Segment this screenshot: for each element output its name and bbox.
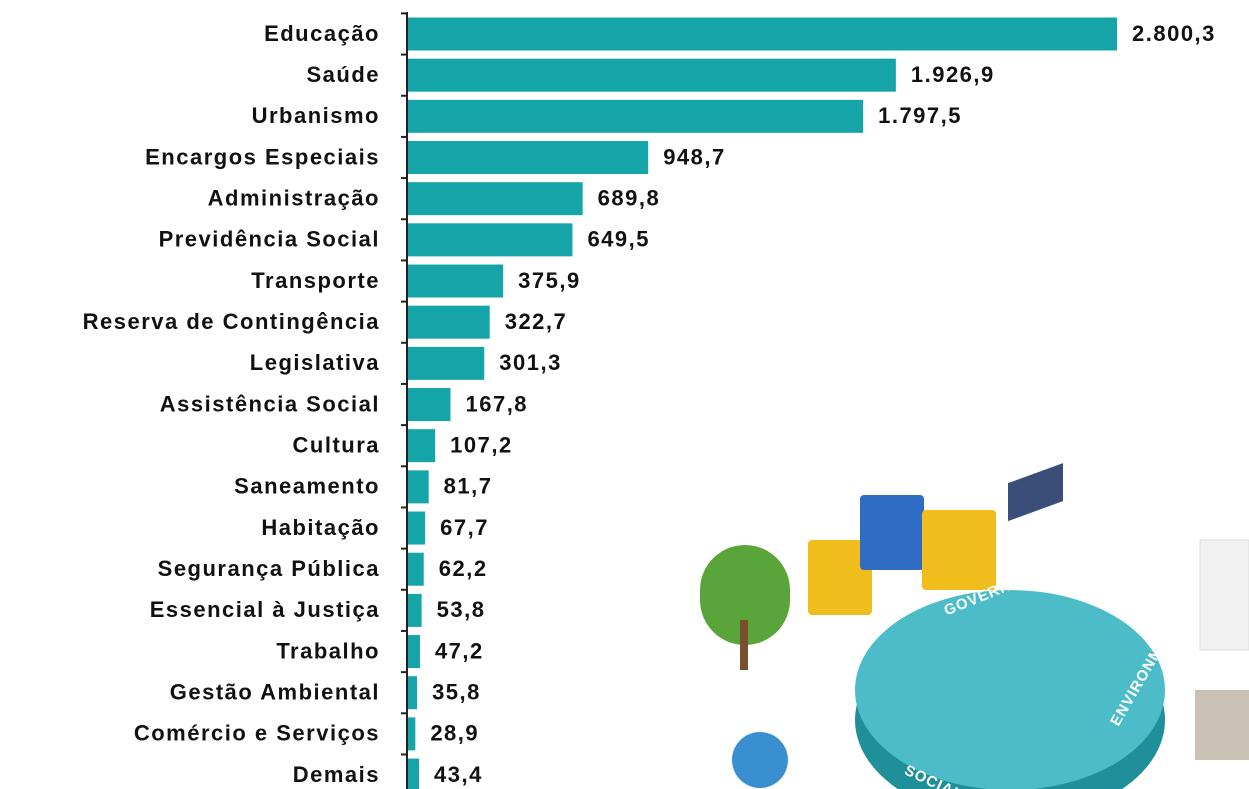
trunk xyxy=(740,620,748,670)
value-label: 35,8 xyxy=(432,680,481,705)
bar xyxy=(408,141,649,175)
bar xyxy=(408,552,424,586)
value-label: 47,2 xyxy=(435,638,484,663)
tree xyxy=(700,545,790,645)
bar xyxy=(408,511,426,545)
house xyxy=(1199,539,1249,651)
category-label: Comércio e Serviços xyxy=(134,721,380,746)
bar xyxy=(408,305,490,339)
category-label: Transporte xyxy=(251,268,380,293)
value-label: 649,5 xyxy=(587,227,650,252)
category-label: Administração xyxy=(208,185,380,210)
bar xyxy=(408,388,451,422)
value-label: 28,9 xyxy=(430,721,479,746)
value-label: 948,7 xyxy=(663,144,726,169)
bar xyxy=(408,470,429,504)
bar xyxy=(408,593,422,627)
category-label: Educação xyxy=(264,21,380,46)
bar xyxy=(408,346,485,380)
value-label: 2.800,3 xyxy=(1132,21,1216,46)
category-label: Habitação xyxy=(261,515,380,540)
bin xyxy=(922,510,996,590)
bar xyxy=(408,182,583,216)
value-label: 81,7 xyxy=(444,474,493,499)
category-label: Encargos Especiais xyxy=(145,144,380,169)
solar-panel xyxy=(1008,463,1063,522)
bin xyxy=(860,495,924,570)
value-label: 53,8 xyxy=(437,597,486,622)
value-label: 322,7 xyxy=(505,309,568,334)
value-label: 67,7 xyxy=(440,515,489,540)
category-label: Trabalho xyxy=(276,638,380,663)
bar xyxy=(408,758,419,789)
bin xyxy=(808,540,872,615)
bar xyxy=(408,429,436,463)
value-label: 689,8 xyxy=(598,185,661,210)
bar xyxy=(408,223,573,257)
category-label: Legislativa xyxy=(250,350,380,375)
category-label: Saúde xyxy=(306,62,380,87)
bar xyxy=(408,676,418,710)
bar xyxy=(408,717,416,751)
bar xyxy=(408,58,896,92)
value-label: 301,3 xyxy=(499,350,562,375)
category-label: Previdência Social xyxy=(159,227,380,252)
value-label: 43,4 xyxy=(434,762,483,787)
bar xyxy=(408,99,864,133)
illustration: GOVERNANCE ENVIRONMENT SOCIAL xyxy=(700,463,1249,789)
bar xyxy=(408,635,420,669)
category-label: Gestão Ambiental xyxy=(170,680,380,705)
bar xyxy=(408,17,1117,51)
category-label: Demais xyxy=(293,762,380,787)
category-label: Urbanismo xyxy=(252,103,380,128)
building xyxy=(1195,690,1249,760)
value-label: 107,2 xyxy=(450,433,513,458)
category-label: Essencial à Justiça xyxy=(150,597,380,622)
category-label: Segurança Pública xyxy=(158,556,380,581)
category-label: Saneamento xyxy=(234,474,380,499)
globe xyxy=(732,732,788,788)
value-label: 62,2 xyxy=(439,556,488,581)
puzzle-top xyxy=(855,590,1165,789)
value-label: 1.797,5 xyxy=(878,103,962,128)
value-label: 375,9 xyxy=(518,268,581,293)
value-label: 167,8 xyxy=(465,391,528,416)
category-label: Assistência Social xyxy=(160,391,380,416)
bar xyxy=(408,264,504,298)
value-label: 1.926,9 xyxy=(911,62,995,87)
category-label: Cultura xyxy=(293,433,381,458)
category-label: Reserva de Contingência xyxy=(83,309,380,334)
